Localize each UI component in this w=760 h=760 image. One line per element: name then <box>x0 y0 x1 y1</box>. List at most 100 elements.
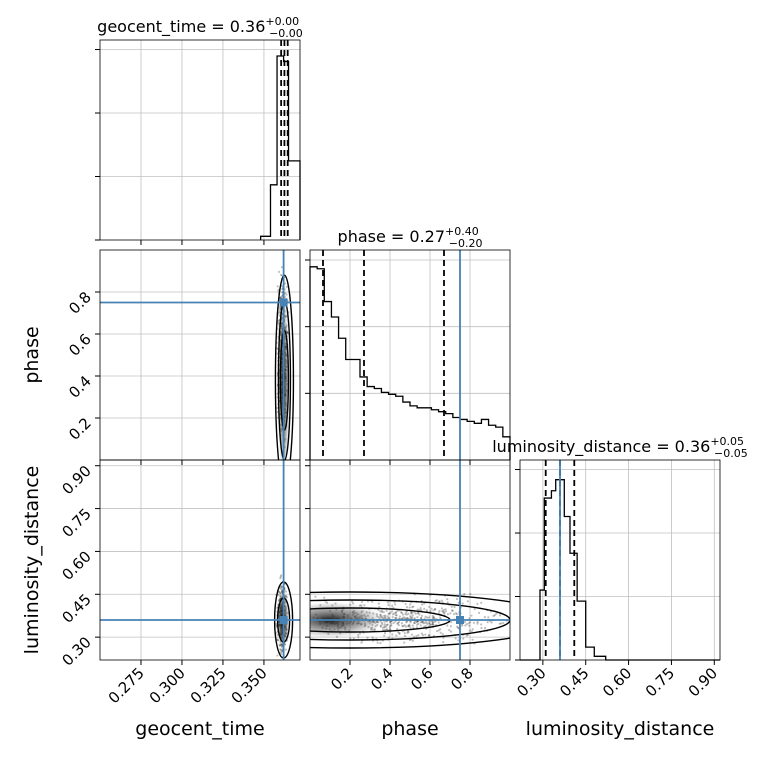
sample-point <box>421 620 425 623</box>
sample-point <box>428 605 431 609</box>
panel-frame <box>99 459 301 661</box>
sample-point <box>387 604 390 607</box>
sample-point <box>443 611 446 614</box>
x-tick-label: 0.350 <box>228 664 271 707</box>
sample-point <box>411 614 414 617</box>
truth-marker <box>279 298 288 307</box>
sample-point <box>377 602 380 605</box>
sample-point <box>424 625 427 628</box>
sample-point <box>470 630 473 633</box>
sample-point <box>416 608 419 611</box>
sample-point <box>285 285 288 288</box>
sample-point <box>476 602 479 605</box>
x-tick-label: 0.90 <box>685 664 721 700</box>
sample-point <box>446 601 449 604</box>
sample-point <box>411 606 414 609</box>
sample-point <box>457 639 460 642</box>
sample-point <box>305 615 307 617</box>
sample-point <box>413 622 416 625</box>
sample-point <box>383 628 387 632</box>
sample-point <box>434 599 437 603</box>
hist-phase <box>309 266 511 460</box>
sample-point <box>419 616 423 620</box>
sample-point <box>427 634 431 637</box>
x-tick-label: 0.275 <box>105 664 148 707</box>
sample-point <box>413 611 416 614</box>
sample-point <box>432 616 435 619</box>
sample-point <box>398 632 401 635</box>
sample-point <box>396 627 399 631</box>
sample-point <box>450 605 453 608</box>
sample-point <box>521 618 523 620</box>
sample-point <box>409 621 412 624</box>
sample-point <box>387 616 391 620</box>
sample-point <box>473 608 476 611</box>
y-tick-label: 0.60 <box>58 548 94 584</box>
sample-point <box>379 641 382 645</box>
sample-point <box>294 606 296 608</box>
sample-point <box>420 620 423 623</box>
truth-marker <box>456 616 464 624</box>
sample-point <box>435 629 439 633</box>
sample-point <box>403 641 406 644</box>
sample-point <box>441 610 444 613</box>
sample-point <box>471 628 474 631</box>
sample-point <box>431 621 435 624</box>
sample-point <box>394 616 397 620</box>
sample-point <box>483 616 486 619</box>
sample-point <box>285 293 288 296</box>
sample-point <box>273 599 275 601</box>
x-tick-label: 0.300 <box>146 664 189 707</box>
sample-point <box>391 613 395 616</box>
sample-point <box>434 608 437 611</box>
sample-point <box>419 621 422 624</box>
sample-point <box>408 603 412 606</box>
sample-point <box>419 624 422 627</box>
sample-point <box>495 612 498 615</box>
sample-point <box>415 626 419 629</box>
sample-point <box>403 624 406 627</box>
sample-point <box>416 623 419 626</box>
sample-point <box>279 296 282 299</box>
title-minus-error: −0.20 <box>449 237 483 250</box>
sample-point <box>366 636 369 639</box>
x-axis-label-luminosity_distance: luminosity_distance <box>526 718 715 740</box>
sample-point <box>295 631 297 633</box>
sample-point <box>301 629 303 631</box>
sample-point <box>405 613 408 616</box>
sample-point <box>314 595 317 598</box>
marginal-title-geocent_time: geocent_time = 0.36+0.00 −0.00 <box>97 15 303 40</box>
sample-point <box>415 634 418 638</box>
sample-point <box>428 616 431 619</box>
y-tick-label: 0.90 <box>58 462 94 498</box>
sample-point <box>377 608 380 611</box>
sample-point <box>379 610 382 613</box>
sample-point <box>521 631 523 633</box>
sample-point <box>385 623 388 627</box>
panel-frame <box>519 459 721 661</box>
y-tick-label: 0.4 <box>65 372 95 402</box>
sample-point <box>420 632 423 635</box>
sample-point <box>416 620 419 623</box>
sample-point <box>433 607 437 611</box>
sample-point <box>455 613 459 616</box>
sample-point <box>423 607 426 610</box>
sample-point <box>463 620 467 624</box>
sample-point <box>279 648 283 651</box>
sample-point <box>278 661 280 663</box>
sample-point <box>400 611 403 614</box>
sample-point <box>466 600 469 603</box>
sample-point <box>408 624 411 627</box>
sample-point <box>394 611 397 614</box>
sample-point <box>407 631 410 634</box>
sample-point <box>446 624 449 627</box>
sample-point <box>468 629 471 632</box>
sample-point <box>391 633 394 636</box>
sample-point <box>371 636 374 639</box>
sample-point <box>398 621 401 624</box>
contour <box>310 599 510 641</box>
sample-point <box>443 612 446 615</box>
sample-point <box>386 601 390 604</box>
y-tick-label: 0.8 <box>65 288 95 318</box>
sample-point <box>404 634 407 637</box>
